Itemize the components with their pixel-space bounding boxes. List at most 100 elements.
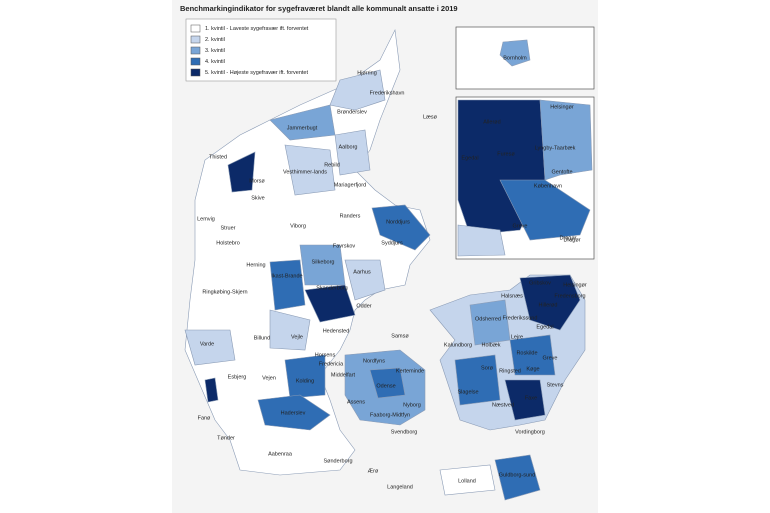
municipality-label: Middelfart bbox=[331, 372, 356, 378]
municipality-label: Svendborg bbox=[391, 429, 418, 435]
municipality-label: Vejen bbox=[262, 375, 276, 381]
inset-label: Gentofte bbox=[551, 169, 572, 175]
municipality-label: Lejre bbox=[511, 334, 523, 340]
copenhagen-region bbox=[539, 99, 593, 181]
legend-swatch bbox=[190, 46, 201, 55]
municipality-labels: Hjørring Frederikshavn Læsø Brønderslev … bbox=[197, 70, 587, 490]
region bbox=[504, 379, 546, 421]
municipality-label: Aabenraa bbox=[268, 451, 293, 457]
municipality-label: Fredensborg bbox=[554, 293, 585, 299]
municipality-label: Herning bbox=[246, 262, 265, 268]
inset-label: Furesø bbox=[497, 151, 515, 157]
municipality-label: Næstved bbox=[492, 402, 514, 408]
fano bbox=[204, 377, 219, 403]
municipality-label: Horsens bbox=[315, 352, 336, 358]
municipality-label: Hjørring bbox=[357, 70, 377, 76]
legend-swatch bbox=[190, 68, 201, 77]
legend-label: 4. kvintil bbox=[205, 59, 225, 65]
municipality-label: Billund bbox=[254, 335, 271, 341]
municipality-label: Halsnæs bbox=[501, 293, 523, 299]
municipality-label: Frederikshavn bbox=[370, 90, 405, 96]
region bbox=[227, 151, 256, 193]
municipality-label: Brønderslev bbox=[337, 109, 367, 115]
region bbox=[304, 284, 356, 323]
municipality-label: Ringkøbing-Skjern bbox=[202, 289, 247, 295]
municipality-label: Assens bbox=[347, 399, 365, 405]
municipality-label: Skive bbox=[251, 195, 264, 201]
inset-label: Greve bbox=[513, 223, 528, 229]
municipality-label: Norddjurs bbox=[386, 219, 410, 225]
municipality-label: Sorø bbox=[481, 365, 494, 371]
municipality-label: Silkeborg bbox=[312, 259, 335, 265]
municipality-label: Odder bbox=[356, 303, 371, 309]
municipality-label: Odense bbox=[376, 383, 395, 389]
municipality-label: Struer bbox=[221, 225, 236, 231]
inset-label: Allerød bbox=[483, 119, 500, 125]
municipality-label: Randers bbox=[340, 213, 361, 219]
municipality-label: Kerteminde bbox=[396, 368, 424, 374]
municipality-label: Ærø bbox=[368, 468, 379, 474]
municipality-label: Roskilde bbox=[516, 350, 537, 356]
municipality-label: Haderslev bbox=[281, 410, 306, 416]
inset-labels: Bornholm Helsingør Allerød Furesø Lyngby… bbox=[461, 55, 576, 241]
municipality-label: Tønder bbox=[217, 435, 235, 441]
copenhagen-region bbox=[499, 179, 591, 241]
region bbox=[334, 129, 371, 176]
region bbox=[284, 144, 336, 196]
region bbox=[519, 274, 581, 331]
municipality-label: Holbæk bbox=[482, 342, 501, 348]
municipality-label: Hillerød bbox=[539, 302, 558, 308]
municipality-label: Mariagerfjord bbox=[334, 182, 366, 188]
legend-swatch bbox=[190, 35, 201, 44]
municipality-label: Morsø bbox=[249, 178, 265, 184]
region bbox=[454, 354, 501, 406]
municipality-label: Lemvig bbox=[197, 216, 215, 222]
municipality-label: Hedensted bbox=[323, 328, 350, 334]
bornholm bbox=[499, 39, 531, 67]
legend-label: 3. kvintil bbox=[205, 48, 225, 54]
municipality-label: Langeland bbox=[387, 484, 413, 490]
municipality-label: Frederikssund bbox=[503, 315, 538, 321]
map-shapes bbox=[184, 28, 593, 501]
municipality-label: Varde bbox=[200, 341, 214, 347]
municipality-label: Kolding bbox=[296, 378, 314, 384]
municipality-label: Helsingør bbox=[563, 282, 587, 288]
inset-label: Dragør bbox=[559, 235, 576, 241]
region bbox=[269, 309, 311, 351]
inset-label: København bbox=[534, 183, 562, 189]
region bbox=[369, 367, 406, 399]
municipality-label: Stevns bbox=[547, 382, 564, 388]
municipality-label: Rebild bbox=[324, 162, 340, 168]
municipality-label: Vordingborg bbox=[515, 429, 545, 435]
legend-label: 1. kvintil - Laveste sygefravær ift. for… bbox=[205, 26, 309, 32]
municipality-label: Aalborg bbox=[339, 144, 358, 150]
inset-label: Lyngby-Taarbæk bbox=[535, 145, 576, 151]
legend-box bbox=[185, 18, 337, 82]
falster bbox=[494, 454, 541, 501]
municipality-label: Jammerbugt bbox=[287, 125, 318, 131]
municipality-label: Gribskov bbox=[529, 280, 551, 286]
municipality-label: Esbjerg bbox=[228, 374, 247, 380]
legend-label: 5. kvintil - Højeste sygefravær ift. for… bbox=[205, 70, 308, 76]
municipality-label: Køge bbox=[526, 366, 539, 372]
municipality-label: Ringsted bbox=[499, 368, 521, 374]
region bbox=[509, 334, 556, 376]
municipality-label: Fredericia bbox=[319, 361, 344, 367]
municipality-label: Lolland bbox=[458, 478, 476, 484]
municipality-label: Faaborg-Midtfyn bbox=[370, 412, 410, 418]
municipality-label: Faxe bbox=[525, 395, 537, 401]
municipality-label: Vesthimmer-lands bbox=[283, 169, 327, 175]
inset-label: Helsingør bbox=[550, 104, 574, 110]
region bbox=[469, 299, 511, 346]
municipality-label: Viborg bbox=[290, 223, 306, 229]
region bbox=[184, 329, 236, 366]
municipality-label: Nordfyns bbox=[363, 358, 385, 364]
region bbox=[269, 259, 306, 311]
legend: 1. kvintil - Laveste sygefravær ift. for… bbox=[185, 18, 337, 82]
municipality-label: Favrskov bbox=[333, 243, 356, 249]
legend-label: 2. kvintil bbox=[205, 37, 225, 43]
municipality-label: Odsherred bbox=[475, 316, 501, 322]
municipality-label: Syddjurs bbox=[381, 240, 403, 246]
lolland bbox=[439, 464, 496, 496]
municipality-label: Skanderborg bbox=[316, 285, 348, 291]
